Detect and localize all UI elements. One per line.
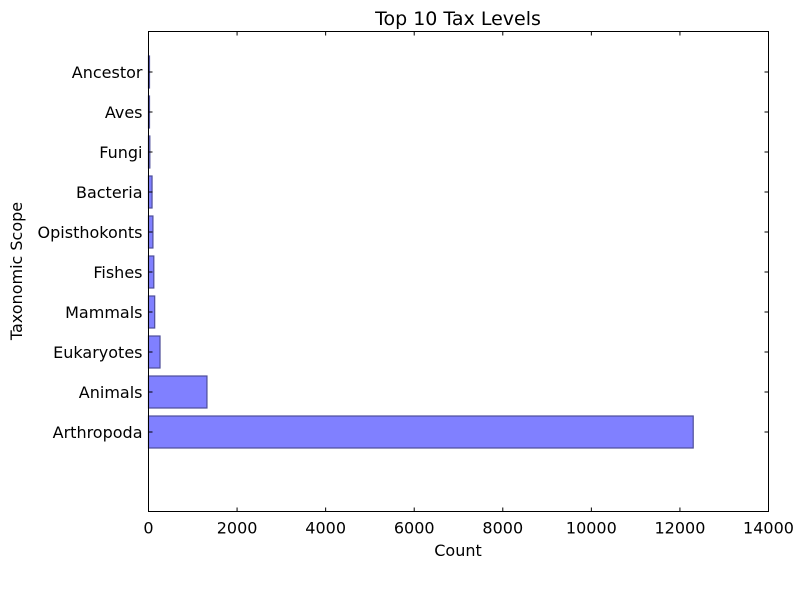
y-tick-label: Eukaryotes [53, 343, 142, 362]
chart-title: Top 10 Tax Levels [374, 8, 541, 30]
y-tick-label: Animals [79, 383, 143, 402]
y-tick-label: Fishes [93, 263, 142, 282]
x-tick-label: 4000 [305, 519, 346, 538]
x-tick-label: 0 [143, 519, 153, 538]
plot-frame [148, 31, 769, 512]
x-tick-label: 6000 [394, 519, 435, 538]
bar-animals [147, 375, 208, 409]
y-tick-label: Arthropoda [53, 423, 143, 442]
x-tick-label: 8000 [482, 519, 523, 538]
y-tick-label: Opisthokonts [38, 223, 143, 242]
bar-arthropoda [147, 415, 694, 449]
y-tick-label: Mammals [65, 303, 142, 322]
x-tick-label: 12000 [654, 519, 705, 538]
y-tick-label: Fungi [99, 143, 142, 162]
x-tick-label: 2000 [217, 519, 258, 538]
y-tick-label: Bacteria [76, 183, 143, 202]
y-tick-label: Ancestor [72, 63, 143, 82]
bars-layer [147, 55, 694, 449]
x-tick-label: 10000 [566, 519, 617, 538]
ticks-layer: Arthropoda Animals Eukaryotes Mammals Fishes… [38, 31, 794, 538]
x-tick-label: 14000 [743, 519, 794, 538]
y-tick-label: Aves [105, 103, 143, 122]
y-axis-label: Taxonomic Scope [7, 202, 26, 341]
x-axis-label: Count [434, 541, 482, 560]
